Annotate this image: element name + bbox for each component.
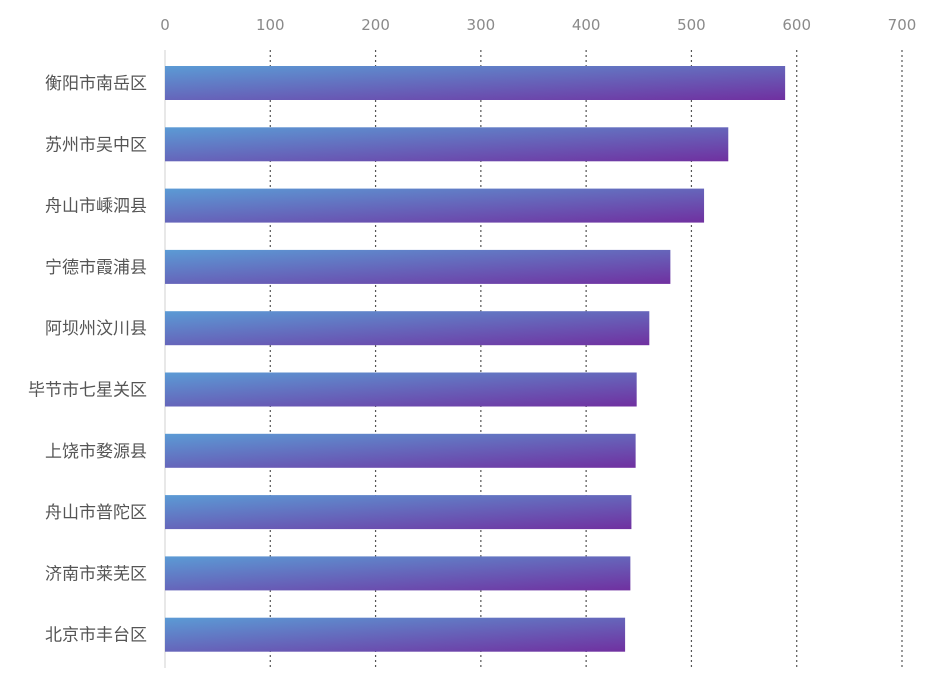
category-label: 阿坝州汶川县 bbox=[45, 319, 147, 339]
bars bbox=[165, 66, 786, 652]
x-tick-label: 400 bbox=[572, 16, 601, 34]
category-label: 衡阳市南岳区 bbox=[45, 74, 147, 94]
x-tick-label: 500 bbox=[677, 16, 706, 34]
category-label: 宁德市霞浦县 bbox=[45, 258, 147, 278]
x-axis-ticks: 0 100 200 300 400 500 600 700 bbox=[160, 16, 916, 34]
category-label: 舟山市嵊泗县 bbox=[45, 197, 147, 217]
bar bbox=[165, 372, 637, 407]
category-label: 毕节市七星关区 bbox=[28, 381, 147, 401]
bar bbox=[165, 249, 671, 284]
x-tick-label: 700 bbox=[888, 16, 917, 34]
bar bbox=[165, 127, 729, 162]
x-tick-label: 600 bbox=[782, 16, 811, 34]
category-label: 舟山市普陀区 bbox=[45, 503, 147, 523]
x-tick-label: 200 bbox=[361, 16, 390, 34]
bar bbox=[165, 66, 786, 100]
x-tick-label: 0 bbox=[160, 16, 170, 34]
bar bbox=[165, 617, 626, 652]
category-label: 北京市丰台区 bbox=[45, 626, 147, 646]
bar bbox=[165, 556, 631, 591]
x-tick-label: 300 bbox=[467, 16, 496, 34]
bar bbox=[165, 188, 705, 223]
category-labels: 衡阳市南岳区苏州市吴中区舟山市嵊泗县宁德市霞浦县阿坝州汶川县毕节市七星关区上饶市… bbox=[28, 74, 147, 646]
x-tick-label: 100 bbox=[256, 16, 285, 34]
bar bbox=[165, 495, 632, 530]
category-label: 苏州市吴中区 bbox=[45, 135, 147, 155]
bar bbox=[165, 433, 636, 468]
bar bbox=[165, 311, 650, 346]
category-label: 济南市莱芜区 bbox=[45, 564, 147, 584]
category-label: 上饶市婺源县 bbox=[45, 442, 147, 462]
